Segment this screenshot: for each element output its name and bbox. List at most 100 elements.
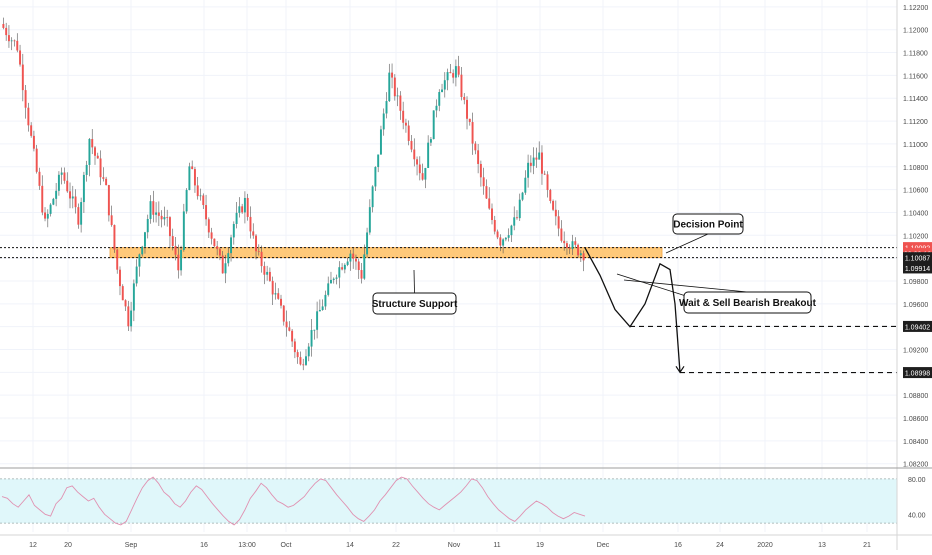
candle-body xyxy=(246,197,249,217)
candle-body xyxy=(155,212,158,215)
candle-body xyxy=(266,271,269,275)
y-tick-label: 1.10200 xyxy=(903,233,928,240)
candle-body xyxy=(513,217,516,226)
candle-body xyxy=(188,166,191,191)
candle-body xyxy=(63,172,66,181)
candle-body xyxy=(291,330,294,342)
candle-body xyxy=(466,99,468,119)
candle-body xyxy=(460,74,463,97)
candle-body xyxy=(529,162,532,166)
candle-body xyxy=(168,217,171,237)
x-tick-label: 11 xyxy=(493,542,500,549)
candle-body xyxy=(160,215,163,220)
candle-body xyxy=(260,251,263,267)
candle-body xyxy=(57,174,60,191)
candle-body xyxy=(360,270,363,279)
candle-body xyxy=(199,195,202,197)
candle-body xyxy=(321,306,324,310)
candle-body xyxy=(535,157,538,160)
x-tick-label: 16 xyxy=(200,542,208,549)
candle-body xyxy=(130,310,133,327)
sell-breakout-callout-text: Wait & Sell Bearish Breakout xyxy=(679,298,817,309)
candle-body xyxy=(49,204,52,214)
y-tick-label: 1.11200 xyxy=(903,119,928,126)
candle-body xyxy=(180,249,183,271)
x-tick-label: 24 xyxy=(716,542,724,549)
candle-body xyxy=(2,23,5,28)
candle-body xyxy=(38,171,41,186)
candle-body xyxy=(416,159,419,165)
candle-body xyxy=(454,66,457,78)
candle-body xyxy=(277,293,280,299)
candle-body xyxy=(499,237,502,246)
candle-body xyxy=(221,255,224,274)
candle-body xyxy=(543,173,546,175)
candle-body xyxy=(24,90,27,108)
candle-body xyxy=(493,220,496,232)
candle-body xyxy=(438,92,441,106)
candle-body xyxy=(382,113,385,130)
candle-body xyxy=(96,155,99,159)
candle-body xyxy=(144,232,146,247)
candle-body xyxy=(354,258,357,262)
y-tick-label: 1.10400 xyxy=(903,210,928,217)
candle-body xyxy=(482,177,485,187)
candle-body xyxy=(366,232,369,255)
candle-body xyxy=(102,177,105,179)
price-tag xyxy=(903,262,932,274)
x-tick-label: Nov xyxy=(448,542,461,549)
candle-body xyxy=(327,283,330,295)
candle-body xyxy=(424,167,427,180)
candle-body xyxy=(363,254,366,279)
candle-body xyxy=(379,129,382,155)
candle-body xyxy=(540,152,543,174)
candle-body xyxy=(546,174,549,190)
candle-body xyxy=(468,118,471,123)
x-tick-label: 2020 xyxy=(757,542,773,549)
candle-body xyxy=(205,205,208,220)
candle-body xyxy=(249,216,252,232)
candle-body xyxy=(471,122,474,144)
y-tick-label: 1.08200 xyxy=(903,462,928,469)
rsi-layer xyxy=(0,476,897,526)
candle-body xyxy=(393,77,396,97)
candle-body xyxy=(91,139,94,148)
candle-body xyxy=(230,237,233,254)
candle-body xyxy=(163,217,166,220)
candle-body xyxy=(44,212,47,219)
candle-body xyxy=(85,164,88,175)
y-tick-label: 1.08600 xyxy=(903,416,928,423)
decision-point-callout-pointer xyxy=(665,233,709,254)
candle-body xyxy=(10,40,13,42)
candle-body xyxy=(296,352,299,358)
x-tick-label: 14 xyxy=(346,542,354,549)
candle-body xyxy=(299,357,302,365)
candle-body xyxy=(274,293,277,295)
y-tick-label: 1.11000 xyxy=(903,142,928,149)
candle-body xyxy=(191,166,194,170)
candle-body xyxy=(210,232,213,239)
candle-body xyxy=(568,247,571,250)
candle-body xyxy=(94,147,96,156)
candle-body xyxy=(374,167,377,187)
candle-body xyxy=(288,327,291,331)
candle-body xyxy=(579,253,582,256)
rsi-line xyxy=(1,476,586,526)
candle-body xyxy=(449,72,452,74)
candle-body xyxy=(527,162,530,178)
candle-body xyxy=(421,173,424,180)
candle-body xyxy=(88,139,91,165)
x-tick-label: Oct xyxy=(281,542,292,549)
candle-body xyxy=(577,244,580,256)
candle-body xyxy=(554,209,557,217)
candle-body xyxy=(177,254,180,271)
candle-body xyxy=(488,198,491,209)
candle-body xyxy=(293,341,296,353)
candle-body xyxy=(563,240,566,244)
candle-body xyxy=(330,279,332,284)
candle-body xyxy=(60,172,63,175)
price-tag xyxy=(903,367,932,379)
